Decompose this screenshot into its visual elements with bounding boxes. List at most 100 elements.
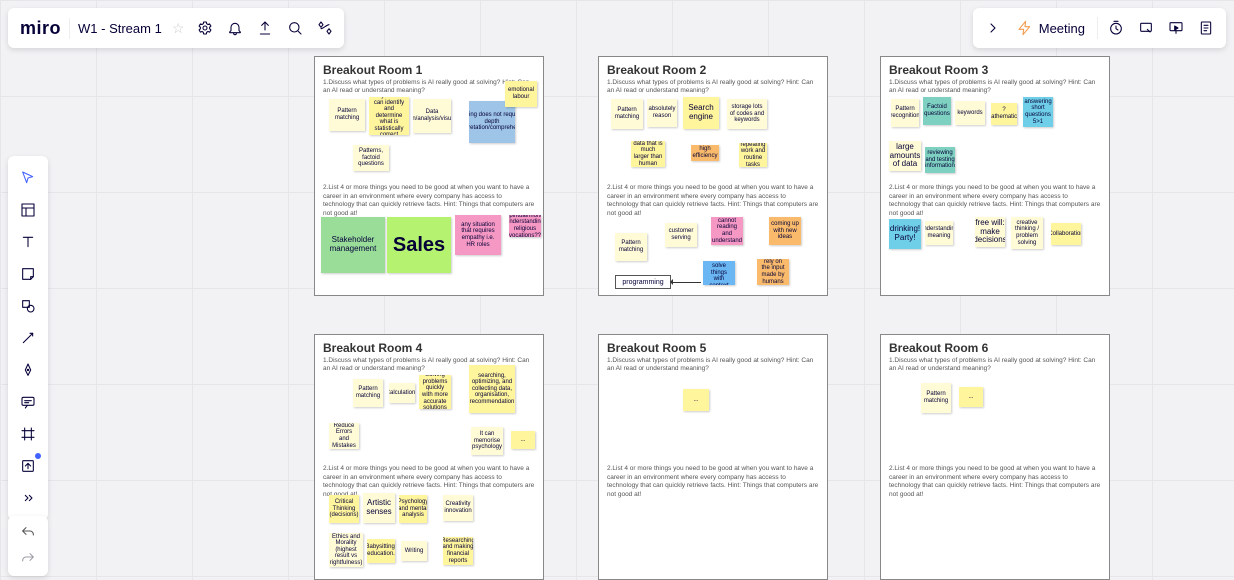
sticky-note[interactable]: repeating work and routine tasks — [739, 143, 767, 167]
sticky-note[interactable]: It can memorise psychology — [471, 427, 503, 455]
sticky-note[interactable]: Ethics and Morality (highest result vs r… — [329, 533, 363, 567]
sticky-note[interactable]: emotional labour — [505, 81, 537, 107]
timer-icon[interactable] — [1102, 14, 1130, 42]
prompt-2: 2.List 4 or more things you need to be g… — [599, 465, 827, 503]
templates-tool[interactable] — [12, 195, 44, 225]
sticky-note[interactable]: ... — [511, 431, 535, 449]
sticky-note[interactable]: creative thinking / problem solving — [1011, 217, 1043, 249]
sticky-note[interactable]: any situation that requires empathy i.e.… — [455, 215, 501, 255]
star-icon[interactable]: ☆ — [168, 20, 189, 37]
sticky-note[interactable]: cannot reading and understand — [711, 217, 743, 245]
pen-tool[interactable] — [12, 355, 44, 385]
sticky-note[interactable]: Factoid questions — [923, 97, 951, 125]
sticky-note[interactable]: storage lots of codes and keywords — [727, 99, 767, 129]
sticky-note[interactable]: drinking! Party! — [889, 219, 921, 249]
sticky-note[interactable]: deal with data that is much larger than … — [631, 141, 665, 167]
prompt-1: 1.Discuss what types of problems is AI r… — [599, 357, 827, 378]
sticky-note[interactable]: absolutely reason — [647, 99, 677, 127]
settings-icon[interactable] — [192, 15, 218, 41]
top-left-toolbar: miro W1 - Stream 1 ☆ — [8, 8, 344, 48]
frame-r4[interactable]: Breakout Room 41.Discuss what types of p… — [314, 334, 544, 580]
frame-r5[interactable]: Breakout Room 51.Discuss what types of p… — [598, 334, 828, 580]
undo-redo-bar — [8, 516, 48, 576]
frame-r2[interactable]: Breakout Room 21.Discuss what types of p… — [598, 56, 828, 296]
sticky-note[interactable]: understanding meaning — [925, 221, 953, 245]
line-tool[interactable] — [12, 323, 44, 353]
sticky-note[interactable]: Pattern recognition — [891, 99, 919, 127]
sticky-note[interactable]: Solving problems quickly with more accur… — [419, 375, 451, 409]
frame-title: Breakout Room 5 — [599, 335, 827, 357]
meeting-button[interactable]: Meeting — [1009, 14, 1093, 42]
sticky-note[interactable]: customer serving — [665, 223, 697, 247]
apps-icon[interactable] — [312, 15, 338, 41]
sticky-note[interactable]: ... — [959, 387, 983, 407]
sticky-note[interactable]: rely on the input made by humans — [757, 259, 789, 285]
select-tool[interactable] — [12, 163, 44, 193]
left-toolbar — [8, 156, 48, 520]
sticky-note[interactable]: Patterns, factoid questions — [353, 145, 389, 171]
sticky-note[interactable]: large amounts of data — [889, 141, 921, 171]
sticky-tool[interactable] — [12, 259, 44, 289]
sticky-note[interactable]: Anything does not require in-depth inter… — [469, 101, 515, 143]
logo[interactable]: miro — [14, 18, 70, 39]
sticky-note[interactable]: reviewing and testing information — [925, 147, 955, 173]
text-box[interactable]: programming — [615, 275, 671, 289]
sticky-note[interactable]: Stakeholder management — [321, 217, 385, 273]
sticky-note[interactable]: Pattern matching — [921, 383, 951, 413]
export-icon[interactable] — [252, 15, 278, 41]
notes-icon[interactable] — [1192, 14, 1220, 42]
sticky-note[interactable]: Pattern matching — [329, 99, 365, 131]
frame-tool[interactable] — [12, 419, 44, 449]
present-icon[interactable] — [1162, 14, 1190, 42]
more-tools[interactable] — [12, 483, 44, 513]
sticky-note[interactable]: Researching and making financial reports — [443, 537, 473, 565]
sticky-note[interactable]: coming up with new ideas — [769, 217, 801, 245]
sticky-note[interactable]: ? mathematical — [991, 103, 1017, 125]
sticky-note[interactable]: Creativity innovation — [443, 495, 473, 521]
sticky-note[interactable]: Artistic senses — [363, 493, 395, 523]
sticky-note[interactable]: free will: make decisions — [975, 217, 1005, 247]
prompt-1: 1.Discuss what types of problems is AI r… — [881, 79, 1109, 100]
sticky-note[interactable]: Pattern matching — [615, 233, 647, 261]
sticky-note[interactable]: Writing — [401, 541, 427, 561]
search-icon[interactable] — [282, 15, 308, 41]
sticky-note[interactable]: ... — [683, 389, 709, 411]
top-right-toolbar: Meeting — [973, 8, 1226, 48]
sticky-note[interactable]: Pattern matching — [353, 379, 383, 407]
comment-tool[interactable] — [12, 387, 44, 417]
sticky-note[interactable]: high efficiency — [691, 145, 719, 161]
sticky-note[interactable]: cannot solve things with context — [703, 261, 735, 285]
frame-r3[interactable]: Breakout Room 31.Discuss what types of p… — [880, 56, 1110, 296]
notifications-icon[interactable] — [222, 15, 248, 41]
sticky-note[interactable]: spiritual/moral understanding religious … — [509, 215, 541, 237]
upload-tool[interactable] — [12, 451, 44, 481]
frame-title: Breakout Room 3 — [881, 57, 1109, 79]
sticky-note[interactable]: searching, optimizing, and collecting da… — [469, 365, 515, 413]
sticky-note[interactable]: keywords — [955, 101, 985, 125]
separator — [1097, 17, 1098, 39]
sticky-note[interactable]: Search engine — [683, 97, 719, 129]
sticky-note[interactable]: Pattern matching — [611, 99, 643, 129]
sticky-note[interactable]: Data collection/analysis/visualisation — [413, 99, 451, 133]
frame-presentation-icon[interactable] — [1132, 14, 1160, 42]
sticky-note[interactable]: Critical Thinking (decisions) — [329, 495, 359, 523]
sticky-note[interactable]: Reduce Errors and Mistakes — [329, 423, 359, 449]
sticky-note[interactable]: Collaboration — [1051, 223, 1081, 245]
frame-r6[interactable]: Breakout Room 61.Discuss what types of p… — [880, 334, 1110, 580]
frame-r1[interactable]: Breakout Room 11.Discuss what types of p… — [314, 56, 544, 296]
sticky-note[interactable]: Psychology and mental analysis — [399, 495, 427, 523]
chevron-right-icon[interactable] — [979, 14, 1007, 42]
undo-button[interactable] — [12, 520, 44, 546]
sticky-note[interactable]: Sales — [387, 217, 451, 273]
frame-title: Breakout Room 6 — [881, 335, 1109, 357]
sticky-note[interactable]: answering short questions 5>1 — [1023, 97, 1053, 127]
text-tool[interactable] — [12, 227, 44, 257]
redo-button[interactable] — [12, 546, 44, 572]
frame-title: Breakout Room 1 — [315, 57, 543, 79]
connector-arrow[interactable] — [671, 282, 701, 283]
sticky-note[interactable]: Babysitting, education. — [367, 539, 395, 563]
sticky-note[interactable]: Keywords - can identify and determine wh… — [369, 97, 409, 135]
sticky-note[interactable]: Calculations — [389, 383, 415, 403]
board-name[interactable]: W1 - Stream 1 — [78, 21, 168, 36]
shape-tool[interactable] — [12, 291, 44, 321]
